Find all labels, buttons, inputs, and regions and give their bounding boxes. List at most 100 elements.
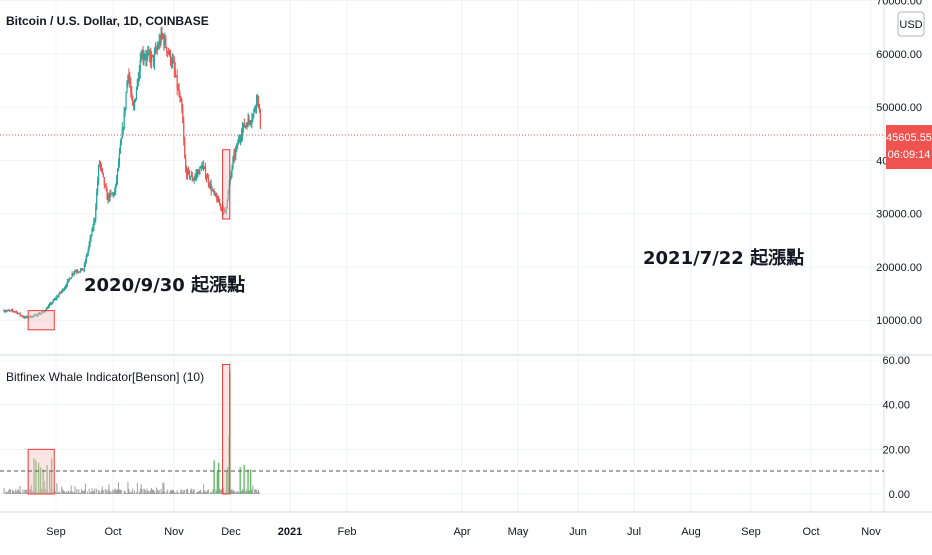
indicator-bar [150, 490, 151, 494]
indicator-bar [199, 491, 200, 494]
indicator-bar [125, 491, 126, 494]
currency-button[interactable]: USD [898, 12, 924, 36]
indicator-bar [178, 492, 179, 494]
indicator-bar [76, 489, 77, 494]
indicator-bar [186, 489, 187, 494]
indicator-bar [191, 489, 192, 494]
candle-body [124, 113, 125, 128]
candle-body [102, 169, 103, 173]
indicator-bar [142, 489, 143, 494]
indicator-bar [120, 490, 121, 494]
indicator-bar [101, 490, 102, 494]
indicator-bar [64, 491, 65, 494]
candle-body [174, 62, 175, 70]
annotation-label-2: 2021/7/22 起漲點 [643, 247, 804, 269]
indicator-bar [108, 490, 109, 494]
indicator-bar [130, 492, 131, 494]
indicator-bar [167, 489, 168, 494]
candle-body [130, 85, 131, 92]
indicator-bar [190, 490, 191, 494]
indicator-bar [98, 490, 99, 494]
indicator-bar [100, 493, 101, 494]
indicator-bar [69, 492, 70, 494]
indicator-bar [152, 490, 153, 494]
time-tick-label: Jul [627, 526, 641, 538]
candle-body [240, 138, 241, 139]
indicator-bar [159, 490, 160, 494]
candle-body [180, 98, 181, 102]
indicator-bar [113, 491, 114, 494]
candle-body [173, 60, 174, 62]
indicator-bar [56, 493, 57, 494]
highlight-boxes [28, 150, 230, 494]
indicator-bar [65, 493, 66, 494]
indicator-bar [147, 491, 148, 494]
candle-body [49, 304, 50, 306]
candle-body [137, 79, 138, 89]
indicator-bar [89, 489, 90, 494]
indicator-bar [151, 488, 152, 494]
candle-body [101, 166, 102, 169]
candle-body [84, 264, 85, 270]
candle-body [219, 203, 220, 204]
indicator-bar [23, 492, 24, 494]
candle-body [131, 92, 132, 96]
candle-body [242, 128, 243, 135]
candle-body [196, 174, 197, 175]
indicator-bar [71, 486, 72, 494]
indicator-bar [193, 489, 194, 494]
time-tick-label: Dec [221, 526, 241, 538]
indicator-bar [128, 489, 129, 494]
candle-body [93, 221, 94, 227]
candle-body [199, 167, 200, 174]
candle-body [67, 281, 68, 285]
whale-bar [218, 463, 219, 494]
indicator-bar [163, 483, 164, 494]
indicator-bar [6, 491, 7, 494]
indicator-bar [137, 483, 138, 494]
candle-body [65, 287, 66, 289]
candle-body [235, 149, 236, 156]
indicator-bar [206, 492, 207, 494]
indicator-bar [70, 491, 71, 494]
indicator-bar [258, 490, 259, 494]
indicator-bar [210, 492, 211, 494]
candle-body [218, 198, 219, 203]
price-tick-label: 60000.00 [876, 49, 922, 61]
candle-body [87, 254, 88, 256]
indicator-bar [144, 489, 145, 494]
indicator-bar [109, 484, 110, 494]
whale-bar [213, 461, 214, 494]
indicator-bar [242, 489, 243, 494]
indicator-bar [259, 493, 260, 494]
price-tick-label: 50000.00 [876, 102, 922, 114]
indicator-bar [136, 492, 137, 494]
indicator-bar [166, 492, 167, 494]
whale-bar [243, 465, 244, 494]
indicator-tick-label: 60.00 [882, 355, 910, 367]
candle-body [134, 102, 135, 107]
indicator-bar [102, 487, 103, 494]
indicator-bar [73, 493, 74, 494]
indicator-bar [205, 492, 206, 494]
currency-label: USD [899, 19, 922, 31]
indicator-bar [204, 490, 205, 494]
candle-body [185, 157, 186, 170]
indicator-bar [198, 491, 199, 494]
candle-body [120, 145, 121, 153]
candle-body [66, 285, 67, 286]
indicator-bar [8, 490, 9, 494]
candle-body [48, 306, 49, 308]
candle-body [115, 184, 116, 192]
candle-body [139, 72, 140, 79]
price-tick-label: 70000.00 [876, 0, 922, 8]
candle-body [106, 186, 107, 190]
candle-body [73, 272, 74, 274]
indicator-bar [257, 492, 258, 494]
indicator-bar [197, 492, 198, 494]
indicator-bar [78, 489, 79, 494]
